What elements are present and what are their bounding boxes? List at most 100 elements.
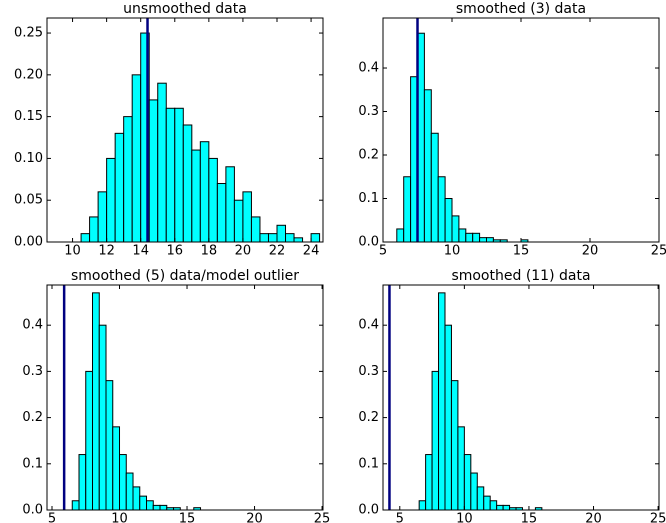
- bar: [92, 292, 100, 511]
- bar: [444, 324, 452, 511]
- bar: [483, 495, 491, 511]
- x-tick-label: 20: [246, 512, 263, 523]
- y-tick-label: 0.05: [14, 193, 43, 208]
- bar: [159, 504, 168, 511]
- bar: [486, 237, 494, 243]
- chart-title: smoothed (11) data: [451, 268, 590, 284]
- bar: [131, 74, 142, 243]
- bar: [430, 132, 439, 243]
- bar: [259, 233, 269, 243]
- axes-frame: [382, 284, 660, 511]
- bar: [89, 216, 99, 243]
- y-tick-label: 0.3: [22, 364, 43, 379]
- bar: [71, 500, 80, 511]
- chart-title: smoothed (5) data/model outlier: [71, 268, 299, 284]
- y-tick-label: 0.1: [358, 456, 379, 471]
- bar: [225, 166, 235, 243]
- bar: [174, 107, 184, 243]
- y-tick-label: 0.0: [22, 503, 43, 518]
- bar: [132, 486, 141, 511]
- x-tick-label: 18: [201, 244, 218, 259]
- axes-frame: [46, 17, 324, 243]
- bar: [310, 233, 321, 243]
- y-tick-label: 0.0: [358, 503, 379, 518]
- bar: [146, 500, 154, 511]
- bar: [444, 198, 453, 243]
- y-tick-label: 0.1: [22, 456, 43, 471]
- bar: [85, 370, 94, 511]
- chart-title: smoothed (3) data: [456, 1, 586, 17]
- y-tick-label: 0.10: [14, 151, 43, 166]
- bar: [463, 454, 472, 511]
- bar: [437, 176, 446, 243]
- bar: [476, 486, 485, 511]
- y-tick-label: 0.4: [358, 318, 379, 333]
- x-tick-label: 20: [235, 244, 252, 259]
- x-tick-label: 12: [98, 244, 115, 259]
- bar: [114, 132, 125, 243]
- x-tick-label: 20: [582, 244, 599, 259]
- bar: [123, 116, 133, 243]
- bar: [267, 233, 278, 243]
- bar: [208, 157, 218, 243]
- x-tick-label: 15: [513, 244, 530, 259]
- y-tick-label: 0.15: [14, 109, 43, 124]
- x-tick-label: 25: [314, 512, 331, 523]
- bar: [233, 199, 244, 243]
- x-tick-label: 25: [650, 512, 666, 523]
- y-tick-label: 0.2: [358, 410, 379, 425]
- x-tick-label: 20: [585, 512, 602, 523]
- bar: [105, 380, 114, 511]
- bar: [250, 216, 261, 243]
- bar: [431, 370, 440, 511]
- y-tick-label: 0.1: [358, 191, 379, 206]
- bar: [191, 149, 201, 243]
- bar: [425, 454, 433, 511]
- bar: [182, 124, 193, 243]
- bar: [285, 233, 295, 243]
- x-tick-label: 16: [167, 244, 184, 259]
- bar: [403, 176, 412, 243]
- bar: [80, 233, 91, 243]
- x-tick-label: 15: [179, 512, 196, 523]
- x-tick-label: 5: [48, 512, 56, 523]
- bar: [78, 454, 87, 511]
- x-tick-label: 10: [456, 512, 473, 523]
- y-tick-label: 0.3: [358, 364, 379, 379]
- bar: [479, 237, 488, 243]
- bar: [139, 495, 148, 511]
- bar: [125, 472, 134, 511]
- bar: [472, 232, 481, 243]
- bar: [502, 504, 511, 511]
- bar: [465, 232, 474, 243]
- y-tick-label: 0.25: [14, 26, 43, 41]
- bar: [496, 504, 504, 511]
- x-tick-label: 24: [303, 244, 320, 259]
- bar: [470, 472, 478, 511]
- bar: [165, 107, 176, 243]
- bar: [157, 82, 167, 243]
- chart-title: unsmoothed data: [123, 1, 247, 17]
- bar: [293, 237, 304, 243]
- bar: [423, 89, 432, 243]
- bar: [489, 500, 498, 511]
- bar: [457, 426, 465, 511]
- x-tick-label: 10: [111, 512, 128, 523]
- y-tick-label: 0.4: [358, 61, 379, 76]
- x-tick-label: 5: [396, 512, 404, 523]
- bar: [451, 215, 460, 243]
- x-tick-label: 25: [651, 244, 666, 259]
- bar: [242, 191, 252, 243]
- x-tick-label: 15: [521, 512, 538, 523]
- bar: [119, 454, 127, 511]
- bar: [97, 191, 108, 243]
- bar: [152, 504, 161, 511]
- x-tick-label: 14: [132, 244, 149, 259]
- x-tick-label: 10: [64, 244, 81, 259]
- y-tick-label: 0.2: [358, 148, 379, 163]
- y-tick-label: 0.3: [358, 104, 379, 119]
- bar: [98, 324, 107, 511]
- bar: [450, 380, 459, 511]
- axes-frame: [46, 284, 324, 511]
